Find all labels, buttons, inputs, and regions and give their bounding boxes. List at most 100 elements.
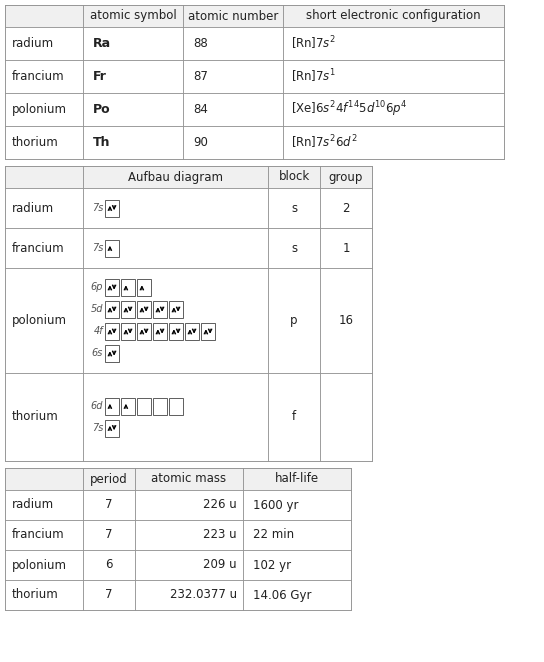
Text: 6p: 6p	[90, 283, 103, 293]
Text: thorium: thorium	[12, 410, 59, 424]
Bar	[5, 93, 83, 126]
Bar	[105, 323, 119, 340]
Bar	[135, 490, 243, 520]
Text: 6: 6	[105, 559, 113, 571]
Text: 7: 7	[105, 498, 113, 512]
Bar	[5, 60, 83, 93]
Bar	[121, 279, 135, 296]
Text: f: f	[292, 410, 296, 424]
Bar	[5, 5, 83, 27]
Text: p: p	[290, 314, 298, 327]
Text: 7: 7	[105, 528, 113, 542]
Bar	[135, 580, 243, 610]
Bar	[243, 490, 351, 520]
Bar	[83, 490, 135, 520]
Bar	[268, 373, 320, 461]
Bar	[183, 60, 283, 93]
Bar	[5, 166, 372, 461]
Bar	[183, 93, 283, 126]
Bar	[169, 397, 183, 414]
Bar	[268, 228, 320, 268]
Bar	[5, 268, 83, 373]
Text: Aufbau diagram: Aufbau diagram	[128, 171, 223, 183]
Bar	[5, 550, 83, 580]
Bar	[5, 520, 83, 550]
Text: polonium: polonium	[12, 103, 67, 116]
Bar	[83, 468, 135, 490]
Bar	[137, 323, 151, 340]
Bar	[5, 468, 83, 490]
Bar	[153, 301, 167, 318]
Text: 87: 87	[193, 70, 208, 83]
Bar	[183, 5, 283, 27]
Bar	[105, 301, 119, 318]
Bar	[137, 279, 151, 296]
Text: 232.0377 u: 232.0377 u	[170, 589, 237, 602]
Text: 7s: 7s	[91, 423, 103, 433]
Bar	[201, 323, 215, 340]
Text: 5d: 5d	[90, 305, 103, 314]
Bar	[5, 490, 83, 520]
Text: 7s: 7s	[91, 243, 103, 253]
Bar	[5, 188, 83, 228]
Bar	[83, 126, 183, 159]
Bar	[283, 60, 504, 93]
Bar	[83, 27, 183, 60]
Text: 90: 90	[193, 136, 208, 149]
Bar	[137, 301, 151, 318]
Bar	[83, 580, 135, 610]
Bar	[283, 5, 504, 27]
Bar	[243, 468, 351, 490]
Bar	[83, 520, 135, 550]
Text: 14.06 Gyr: 14.06 Gyr	[253, 589, 312, 602]
Bar	[105, 279, 119, 296]
Text: radium: radium	[12, 201, 54, 214]
Bar	[105, 420, 119, 436]
Bar	[243, 580, 351, 610]
Text: 6s: 6s	[91, 348, 103, 359]
Text: 4f: 4f	[94, 326, 103, 336]
Text: 209 u: 209 u	[203, 559, 237, 571]
Text: francium: francium	[12, 242, 65, 254]
Text: thorium: thorium	[12, 136, 59, 149]
Bar	[5, 228, 83, 268]
Text: $\mathregular{[Rn]7}s^{\mathregular{2}}\mathregular{6}d^{\mathregular{2}}$: $\mathregular{[Rn]7}s^{\mathregular{2}}\…	[291, 134, 357, 152]
Bar	[121, 323, 135, 340]
Text: 7: 7	[105, 589, 113, 602]
Text: block: block	[279, 171, 310, 183]
Bar	[121, 397, 135, 414]
Bar	[83, 268, 268, 373]
Text: short electronic configuration: short electronic configuration	[306, 9, 481, 23]
Bar	[83, 550, 135, 580]
Text: 102 yr: 102 yr	[253, 559, 291, 571]
Text: Po: Po	[93, 103, 110, 116]
Bar	[137, 397, 151, 414]
Bar	[105, 240, 119, 256]
Bar	[83, 93, 183, 126]
Bar	[283, 27, 504, 60]
Bar	[5, 166, 83, 188]
Text: radium: radium	[12, 498, 54, 512]
Bar	[135, 520, 243, 550]
Bar	[153, 323, 167, 340]
Bar	[5, 580, 83, 610]
Text: polonium: polonium	[12, 314, 67, 327]
Text: 1: 1	[342, 242, 350, 254]
Bar	[320, 166, 372, 188]
Bar	[153, 397, 167, 414]
Text: Ra: Ra	[93, 37, 111, 50]
Bar	[320, 188, 372, 228]
Text: 1600 yr: 1600 yr	[253, 498, 299, 512]
Text: 2: 2	[342, 201, 350, 214]
Text: group: group	[329, 171, 363, 183]
Text: 6d: 6d	[90, 401, 103, 411]
Bar	[135, 550, 243, 580]
Bar	[320, 373, 372, 461]
Bar	[169, 323, 183, 340]
Bar	[5, 468, 351, 610]
Bar	[183, 27, 283, 60]
Text: 84: 84	[193, 103, 208, 116]
Text: $\mathregular{[Xe]6}s^{\mathregular{2}}\mathregular{4}f^{\mathregular{14}}\mathr: $\mathregular{[Xe]6}s^{\mathregular{2}}\…	[291, 100, 407, 119]
Bar	[5, 27, 83, 60]
Text: atomic number: atomic number	[188, 9, 278, 23]
